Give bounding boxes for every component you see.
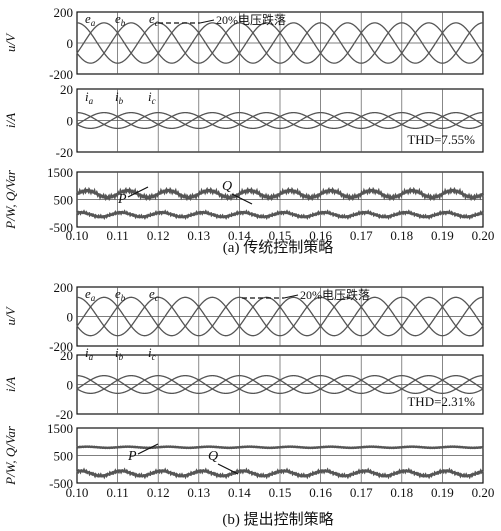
caption-a: (a) 传统控制策略: [223, 239, 333, 256]
series-line-P: [75, 186, 485, 202]
x-tick-label: 0.12: [147, 485, 170, 500]
y-tick-label: 500: [54, 449, 74, 464]
series-label-c: ic: [148, 89, 156, 106]
y-tick-label: 1500: [47, 165, 73, 180]
x-tick-label: 0.11: [106, 228, 128, 243]
x-tick-label: 0.15: [269, 485, 292, 500]
series-line-c: [76, 111, 484, 130]
y-tick-label: -20: [56, 145, 73, 160]
y-axis-label: u/V: [3, 32, 18, 52]
series-line-Q: [76, 467, 484, 480]
series-label-b: eb: [115, 286, 126, 303]
series-label-a: ea: [85, 11, 96, 28]
x-tick-label: 0.15: [269, 228, 292, 243]
series-label-c: ec: [149, 11, 159, 28]
y-tick-label: -200: [49, 339, 73, 354]
series-label-Q: Q: [222, 179, 232, 194]
annotation-arrow: [199, 19, 215, 24]
series-line-Q: [76, 209, 484, 221]
y-axis-label: i/A: [3, 113, 18, 128]
series-label-Q: Q: [208, 449, 218, 464]
sag-annotation: 20%电压跌落: [300, 287, 370, 302]
y-axis-label: i/A: [3, 377, 18, 392]
y-tick-label: 20: [60, 82, 73, 97]
x-tick-label: 0.20: [472, 228, 495, 243]
x-tick-label: 0.17: [350, 228, 373, 243]
series-arrow-Q: [217, 463, 239, 475]
x-tick-label: 0.19: [431, 228, 454, 243]
y-tick-label: 200: [54, 280, 74, 295]
series-label-a: ia: [85, 89, 94, 106]
series-arrow-Q: [231, 193, 253, 205]
series-label-b: eb: [115, 11, 126, 28]
x-tick-label: 0.14: [228, 228, 251, 243]
series-label-b: ib: [115, 89, 124, 106]
y-tick-label: -500: [49, 220, 73, 235]
y-tick-label: 0: [67, 114, 74, 129]
panel-a-voltage: 200 0 -200 u/V ea eb ec 20%电压跌落: [3, 5, 484, 82]
y-tick-label: 500: [54, 193, 74, 208]
thd-annotation: THD=7.55%: [407, 132, 475, 147]
panel-b-voltage: 200 0 -200 u/V ea eb ec 20%电压跌落: [3, 280, 484, 354]
sag-annotation: 20%电压跌落: [216, 12, 286, 27]
annotation-arrow: [283, 294, 299, 299]
x-tick-label: 0.17: [350, 485, 373, 500]
y-tick-label: 0: [67, 36, 74, 51]
y-tick-label: 0: [67, 378, 74, 393]
caption-b: (b) 提出控制策略: [222, 511, 333, 528]
x-tick-label: 0.18: [390, 485, 413, 500]
y-tick-label: -200: [49, 67, 73, 82]
y-tick-label: 1500: [47, 421, 73, 436]
y-tick-label: -500: [49, 476, 73, 491]
x-tick-label: 0.11: [106, 485, 128, 500]
x-tick-label: 0.14: [228, 485, 251, 500]
series-arrow-P: [127, 186, 149, 198]
x-tick-label: 0.16: [309, 228, 332, 243]
x-tick-label: 0.13: [187, 228, 210, 243]
x-tick-label: 0.16: [309, 485, 332, 500]
series-line-P: [76, 445, 484, 450]
y-tick-label: 200: [54, 5, 74, 20]
series-label-P: P: [127, 449, 137, 464]
panel-a-current: 20 0 -20 i/A ia ib ic THD=7.55%: [3, 82, 484, 160]
y-tick-label: -20: [56, 407, 73, 422]
series-label-P: P: [117, 192, 127, 207]
series-line-c: [76, 375, 484, 394]
x-tick-label: 0.12: [147, 228, 170, 243]
y-axis-label: u/V: [3, 305, 18, 325]
series-arrow-P: [137, 443, 159, 455]
series-line-c: [76, 296, 484, 337]
x-tick-label: 0.19: [431, 485, 454, 500]
x-tick-label: 0.10: [66, 228, 89, 243]
x-tick-label: 0.18: [390, 228, 413, 243]
y-axis-label: P/W, Q/Var: [3, 425, 18, 486]
thd-annotation: THD=2.31%: [407, 394, 475, 409]
series-label-c: ic: [148, 345, 156, 362]
y-tick-label: 20: [60, 348, 73, 363]
series-label-a: ea: [85, 286, 96, 303]
y-axis-label: P/W, Q/Var: [3, 169, 18, 230]
series-label-b: ib: [115, 345, 124, 362]
panel-a-power: 1500 500 -500 P/W, Q/Var P Q 0.10 0.11 0.12 0.13 0…: [3, 165, 494, 243]
x-tick-label: 0.10: [66, 485, 89, 500]
panel-b-current: 20 0 -20 i/A ia ib ic THD=2.31%: [3, 345, 484, 422]
series-label-c: ec: [149, 286, 159, 303]
x-tick-label: 0.13: [187, 485, 210, 500]
x-tick-label: 0.20: [472, 485, 495, 500]
series-label-a: ia: [85, 345, 94, 362]
y-tick-label: 0: [67, 310, 74, 325]
series-line-c: [76, 22, 484, 64]
panel-b-power: 1500 500 -500 P/W, Q/Var P Q 0.10 0.11 0.12 0.13 0…: [3, 421, 494, 500]
